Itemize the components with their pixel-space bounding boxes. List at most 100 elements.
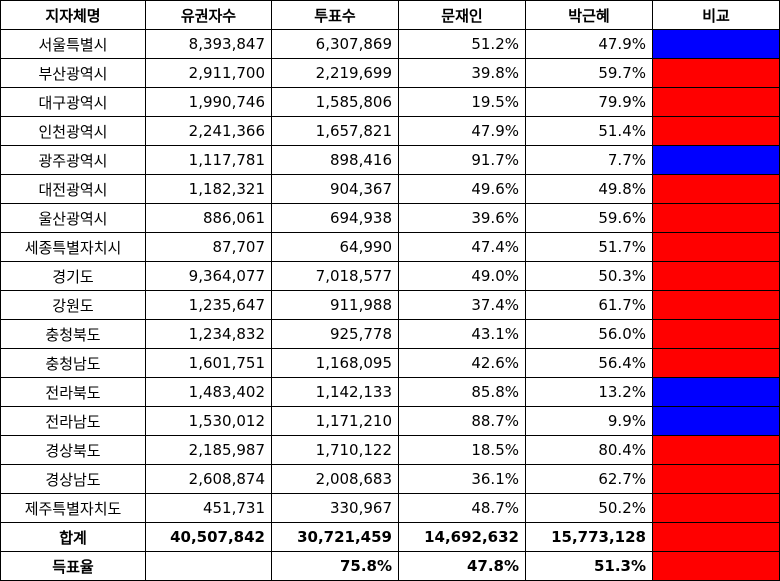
votes-cell: 7,018,577 bbox=[271, 261, 399, 291]
moon-cell: 42.6% bbox=[398, 348, 526, 378]
park-cell: 56.4% bbox=[525, 348, 653, 378]
table-row: 경상북도 2,185,987 1,710,122 18.5% 80.4% bbox=[0, 435, 780, 465]
region-cell: 경상북도 bbox=[0, 435, 146, 465]
voters-cell: 451,731 bbox=[145, 493, 272, 523]
header-region: 지자체명 bbox=[0, 0, 146, 30]
park-cell: 51.3% bbox=[525, 551, 653, 581]
moon-cell: 14,692,632 bbox=[398, 522, 526, 552]
voters-cell: 1,182,321 bbox=[145, 174, 272, 204]
votes-cell: 694,938 bbox=[271, 203, 399, 233]
compare-color-cell bbox=[652, 319, 780, 349]
moon-cell: 36.1% bbox=[398, 464, 526, 494]
compare-color-cell bbox=[652, 551, 780, 581]
voters-cell: 9,364,077 bbox=[145, 261, 272, 291]
compare-color-cell bbox=[652, 87, 780, 117]
votes-cell: 1,171,210 bbox=[271, 406, 399, 436]
votes-cell: 64,990 bbox=[271, 232, 399, 262]
voters-cell: 1,235,647 bbox=[145, 290, 272, 320]
compare-color-cell bbox=[652, 290, 780, 320]
moon-cell: 39.6% bbox=[398, 203, 526, 233]
compare-color-cell bbox=[652, 203, 780, 233]
voters-cell: 886,061 bbox=[145, 203, 272, 233]
moon-cell: 19.5% bbox=[398, 87, 526, 117]
votes-cell: 1,657,821 bbox=[271, 116, 399, 146]
park-cell: 59.7% bbox=[525, 58, 653, 88]
region-cell: 합계 bbox=[0, 522, 146, 552]
park-cell: 49.8% bbox=[525, 174, 653, 204]
votes-cell: 1,168,095 bbox=[271, 348, 399, 378]
compare-color-cell bbox=[652, 464, 780, 494]
voters-cell: 1,234,832 bbox=[145, 319, 272, 349]
moon-cell: 39.8% bbox=[398, 58, 526, 88]
region-cell: 광주광역시 bbox=[0, 145, 146, 175]
compare-color-cell bbox=[652, 493, 780, 523]
region-cell: 전라북도 bbox=[0, 377, 146, 407]
table-row: 경상남도 2,608,874 2,008,683 36.1% 62.7% bbox=[0, 464, 780, 494]
table-row: 광주광역시 1,117,781 898,416 91.7% 7.7% bbox=[0, 145, 780, 175]
votes-cell: 75.8% bbox=[271, 551, 399, 581]
table-row: 부산광역시 2,911,700 2,219,699 39.8% 59.7% bbox=[0, 58, 780, 88]
table-row: 득표율 75.8% 47.8% 51.3% bbox=[0, 551, 780, 581]
table-row: 충청남도 1,601,751 1,168,095 42.6% 56.4% bbox=[0, 348, 780, 378]
voters-cell: 8,393,847 bbox=[145, 29, 272, 59]
table-row: 울산광역시 886,061 694,938 39.6% 59.6% bbox=[0, 203, 780, 233]
park-cell: 47.9% bbox=[525, 29, 653, 59]
header-compare: 비교 bbox=[652, 0, 780, 30]
park-cell: 13.2% bbox=[525, 377, 653, 407]
table-row: 전라북도 1,483,402 1,142,133 85.8% 13.2% bbox=[0, 377, 780, 407]
compare-color-cell bbox=[652, 377, 780, 407]
park-cell: 56.0% bbox=[525, 319, 653, 349]
table-body: 서울특별시 8,393,847 6,307,869 51.2% 47.9% 부산광역시 2,… bbox=[0, 29, 780, 581]
moon-cell: 37.4% bbox=[398, 290, 526, 320]
moon-cell: 47.9% bbox=[398, 116, 526, 146]
region-cell: 전라남도 bbox=[0, 406, 146, 436]
votes-cell: 911,988 bbox=[271, 290, 399, 320]
votes-cell: 904,367 bbox=[271, 174, 399, 204]
region-cell: 충청남도 bbox=[0, 348, 146, 378]
votes-cell: 2,008,683 bbox=[271, 464, 399, 494]
compare-color-cell bbox=[652, 232, 780, 262]
moon-cell: 18.5% bbox=[398, 435, 526, 465]
votes-cell: 30,721,459 bbox=[271, 522, 399, 552]
voters-cell: 2,241,366 bbox=[145, 116, 272, 146]
table-row: 서울특별시 8,393,847 6,307,869 51.2% 47.9% bbox=[0, 29, 780, 59]
votes-cell: 925,778 bbox=[271, 319, 399, 349]
region-cell: 강원도 bbox=[0, 290, 146, 320]
region-cell: 부산광역시 bbox=[0, 58, 146, 88]
header-row: 지자체명 유권자수 투표수 문재인 박근혜 비교 bbox=[0, 0, 780, 30]
moon-cell: 91.7% bbox=[398, 145, 526, 175]
region-cell: 경기도 bbox=[0, 261, 146, 291]
region-cell: 제주특별자치도 bbox=[0, 493, 146, 523]
region-cell: 충청북도 bbox=[0, 319, 146, 349]
table-row: 합계 40,507,842 30,721,459 14,692,632 15,773,1… bbox=[0, 522, 780, 552]
voters-cell: 1,530,012 bbox=[145, 406, 272, 436]
park-cell: 62.7% bbox=[525, 464, 653, 494]
compare-color-cell bbox=[652, 145, 780, 175]
table-row: 대전광역시 1,182,321 904,367 49.6% 49.8% bbox=[0, 174, 780, 204]
compare-color-cell bbox=[652, 406, 780, 436]
park-cell: 61.7% bbox=[525, 290, 653, 320]
table-row: 대구광역시 1,990,746 1,585,806 19.5% 79.9% bbox=[0, 87, 780, 117]
votes-cell: 6,307,869 bbox=[271, 29, 399, 59]
voters-cell: 1,601,751 bbox=[145, 348, 272, 378]
table-row: 인천광역시 2,241,366 1,657,821 47.9% 51.4% bbox=[0, 116, 780, 146]
moon-cell: 43.1% bbox=[398, 319, 526, 349]
park-cell: 50.2% bbox=[525, 493, 653, 523]
voters-cell: 1,990,746 bbox=[145, 87, 272, 117]
votes-cell: 1,710,122 bbox=[271, 435, 399, 465]
moon-cell: 47.8% bbox=[398, 551, 526, 581]
moon-cell: 49.0% bbox=[398, 261, 526, 291]
compare-color-cell bbox=[652, 261, 780, 291]
header-votes: 투표수 bbox=[271, 0, 399, 30]
moon-cell: 49.6% bbox=[398, 174, 526, 204]
moon-cell: 85.8% bbox=[398, 377, 526, 407]
compare-color-cell bbox=[652, 348, 780, 378]
park-cell: 51.4% bbox=[525, 116, 653, 146]
compare-color-cell bbox=[652, 435, 780, 465]
header-voters: 유권자수 bbox=[145, 0, 272, 30]
region-cell: 대전광역시 bbox=[0, 174, 146, 204]
compare-color-cell bbox=[652, 174, 780, 204]
table-row: 강원도 1,235,647 911,988 37.4% 61.7% bbox=[0, 290, 780, 320]
region-cell: 대구광역시 bbox=[0, 87, 146, 117]
